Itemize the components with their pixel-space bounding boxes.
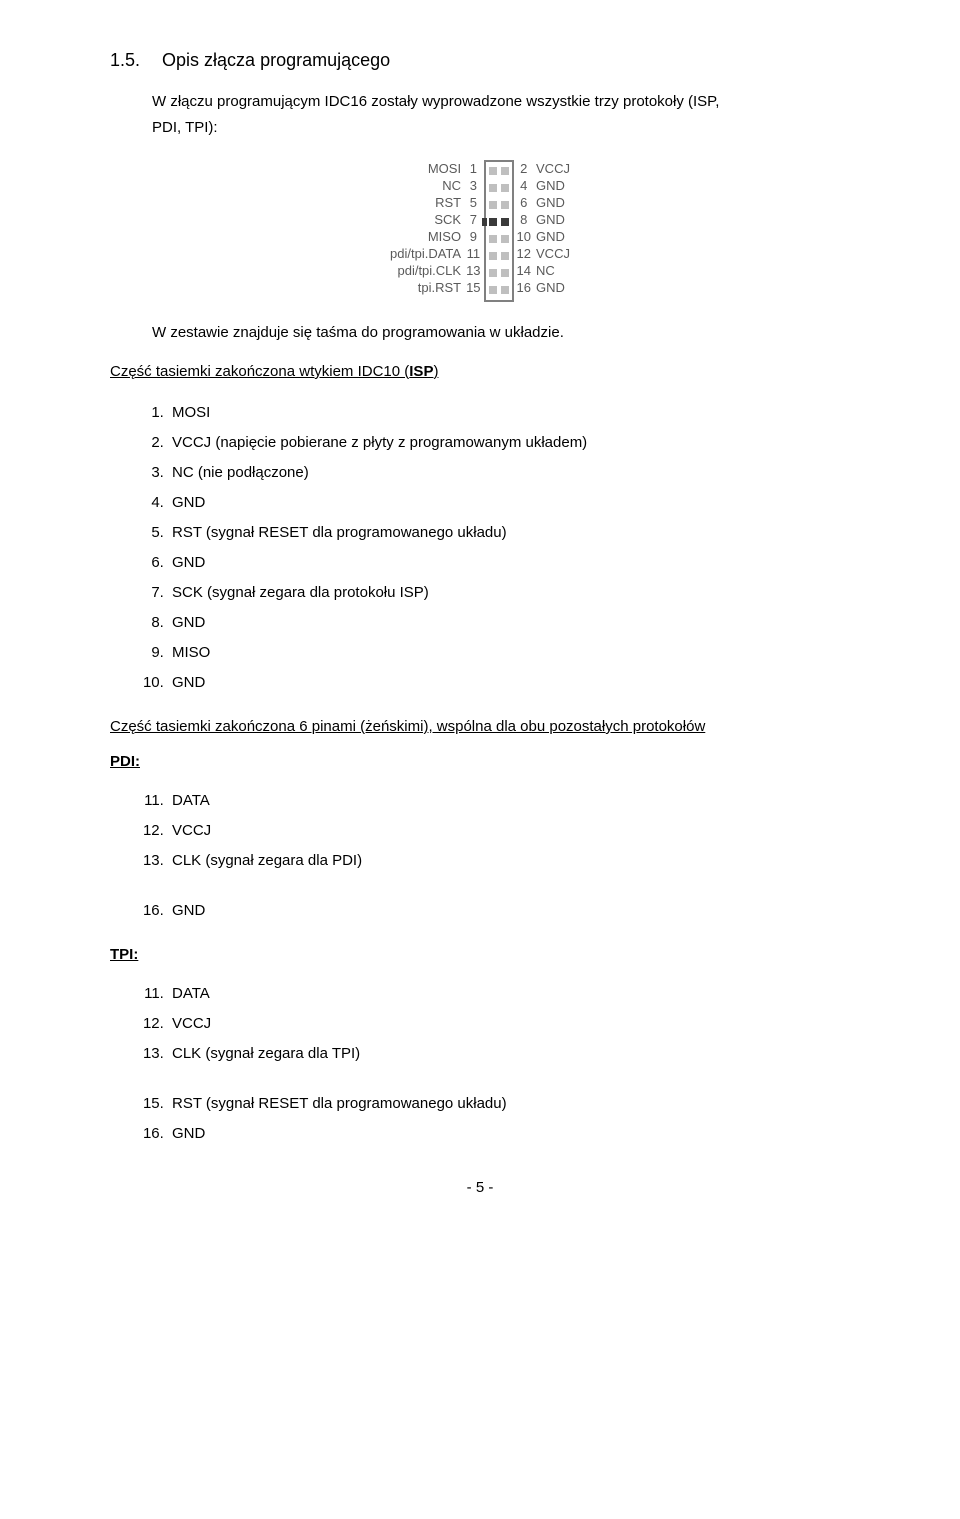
pin-list-item: GND — [168, 668, 850, 698]
connector-pads — [489, 163, 509, 299]
pin-list-item: DATA — [168, 786, 850, 816]
pin-list-item: VCCJ (napięcie pobierane z płyty z progr… — [168, 428, 850, 458]
pin-right-label: GND — [536, 177, 570, 194]
pin-number: 16 — [517, 279, 531, 296]
connector-pad — [501, 235, 509, 243]
connector-pad — [489, 252, 497, 260]
pin-left-label: MOSI — [390, 160, 461, 177]
pin-list-item: CLK (sygnał zegara dla PDI) — [168, 846, 850, 876]
pin-number: 13 — [466, 262, 480, 279]
pinout-numbers-right: 246810121416 — [517, 160, 531, 296]
pin-list-item: GND — [168, 608, 850, 638]
pin-list-item: DATA — [168, 979, 850, 1009]
connector-pad — [501, 167, 509, 175]
pin-left-label: RST — [390, 194, 461, 211]
pin-number: 1 — [466, 160, 480, 177]
pin-number: 10 — [517, 228, 531, 245]
connector-pad — [501, 184, 509, 192]
section-heading: 1.5. Opis złącza programującego — [110, 50, 850, 71]
connector-pad — [501, 269, 509, 277]
pin-left-label: tpi.RST — [390, 279, 461, 296]
pin-list-item: MOSI — [168, 398, 850, 428]
pin-list-item: GND — [168, 548, 850, 578]
pin-right-label: VCCJ — [536, 160, 570, 177]
connector-pad — [501, 201, 509, 209]
isp-pin-list: MOSIVCCJ (napięcie pobierane z płyty z p… — [110, 398, 850, 698]
pin-right-label: VCCJ — [536, 245, 570, 262]
connector-pad — [489, 286, 497, 294]
pin-number: 12 — [517, 245, 531, 262]
connector-pad — [501, 218, 509, 226]
pin-number: 7 — [466, 211, 480, 228]
tpi-label: TPI: — [110, 946, 850, 963]
pin-right-label: NC — [536, 262, 570, 279]
section-number: 1.5. — [110, 50, 140, 71]
pinout-left-labels: MOSINCRSTSCKMISOpdi/tpi.DATApdi/tpi.CLKt… — [390, 160, 461, 296]
pin-number: 11 — [466, 245, 480, 262]
pin-list-item: RST (sygnał RESET dla programowanego ukł… — [168, 1089, 850, 1119]
connector-pad — [489, 218, 497, 226]
page-footer: - 5 - — [110, 1179, 850, 1196]
pin-right-label: GND — [536, 211, 570, 228]
isp-subheading: Część tasiemki zakończona wtykiem IDC10 … — [110, 363, 850, 380]
pin-list-item: CLK (sygnał zegara dla TPI) — [168, 1039, 850, 1069]
intro-line-2: PDI, TPI): — [152, 119, 218, 136]
pin-right-label: GND — [536, 194, 570, 211]
pin-left-label: pdi/tpi.CLK — [390, 262, 461, 279]
tpi-pin-list: DATAVCCJCLK (sygnał zegara dla TPI) — [110, 979, 850, 1069]
pin-list-item: NC (nie podłączone) — [168, 458, 850, 488]
pin-left-label: SCK — [390, 211, 461, 228]
pin-right-label: GND — [536, 279, 570, 296]
connector-pad — [489, 269, 497, 277]
pin-number: 2 — [517, 160, 531, 177]
pin-left-label: NC — [390, 177, 461, 194]
pin-left-label: pdi/tpi.DATA — [390, 245, 461, 262]
pin-list-item: VCCJ — [168, 1009, 850, 1039]
isp-subheading-post: ) — [433, 363, 438, 380]
pdi-pin-list: DATAVCCJCLK (sygnał zegara dla PDI) — [110, 786, 850, 876]
pinout-right-labels: VCCJGNDGNDGNDGNDVCCJNCGND — [536, 160, 570, 296]
connector-pad — [489, 167, 497, 175]
pin-number: 14 — [517, 262, 531, 279]
connector-pad — [489, 201, 497, 209]
pin-number: 15 — [466, 279, 480, 296]
connector-pad — [501, 286, 509, 294]
pin-list-item: GND — [168, 896, 850, 926]
connector-pad — [501, 252, 509, 260]
pin-number: 6 — [517, 194, 531, 211]
pinout-diagram: MOSINCRSTSCKMISOpdi/tpi.DATApdi/tpi.CLKt… — [110, 160, 850, 302]
pin-list-item: MISO — [168, 638, 850, 668]
isp-subheading-pre: Część tasiemki zakończona wtykiem IDC10 … — [110, 363, 409, 380]
intro-line-1: W złączu programującym IDC16 zostały wyp… — [152, 93, 719, 110]
shared-subheading: Część tasiemki zakończona 6 pinami (żeńs… — [110, 718, 850, 735]
connector-pad — [489, 235, 497, 243]
pin-number: 8 — [517, 211, 531, 228]
pin-list-item: VCCJ — [168, 816, 850, 846]
pinout-numbers-left: 13579111315 — [466, 160, 480, 296]
section-title: Opis złącza programującego — [162, 50, 390, 70]
connector-frame — [484, 160, 514, 302]
kit-caption: W zestawie znajduje się taśma do program… — [152, 324, 850, 341]
pin-list-item: GND — [168, 1119, 850, 1149]
pin-number: 3 — [466, 177, 480, 194]
pin-number: 4 — [517, 177, 531, 194]
tpi-pin-list-extra: RST (sygnał RESET dla programowanego ukł… — [110, 1089, 850, 1149]
pin-left-label: MISO — [390, 228, 461, 245]
pin-list-item: RST (sygnał RESET dla programowanego ukł… — [168, 518, 850, 548]
pin-right-label: GND — [536, 228, 570, 245]
isp-subheading-bold: ISP — [409, 363, 433, 380]
pin-number: 5 — [466, 194, 480, 211]
connector-pad — [489, 184, 497, 192]
pdi-pin-list-extra: GND — [110, 896, 850, 926]
pin-number: 9 — [466, 228, 480, 245]
pdi-label: PDI: — [110, 753, 850, 770]
pinout-inner: MOSINCRSTSCKMISOpdi/tpi.DATApdi/tpi.CLKt… — [390, 160, 570, 302]
pin-list-item: GND — [168, 488, 850, 518]
intro-paragraph: W złączu programującym IDC16 zostały wyp… — [152, 89, 850, 140]
pin-list-item: SCK (sygnał zegara dla protokołu ISP) — [168, 578, 850, 608]
